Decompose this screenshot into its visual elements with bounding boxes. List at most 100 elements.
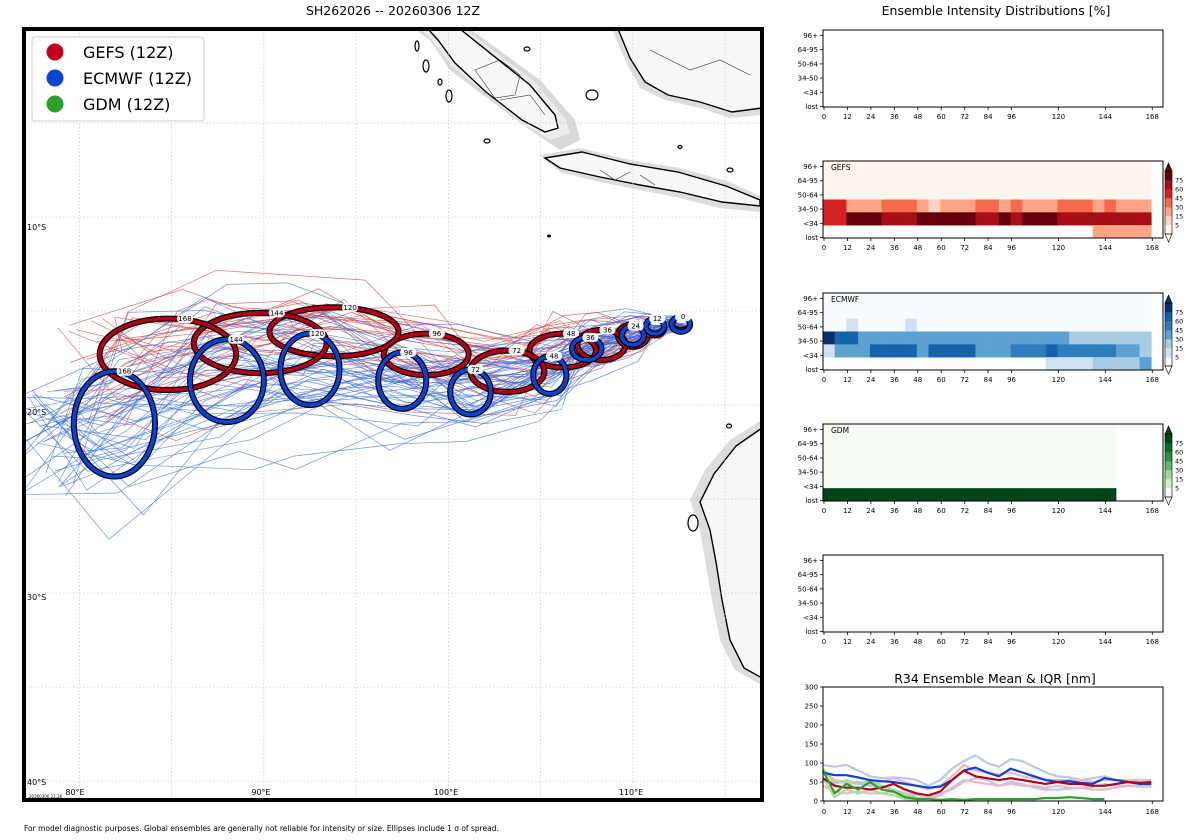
- colorbar-tick: 5: [1175, 222, 1179, 230]
- heatmap-cell: [1092, 199, 1105, 213]
- heatmap-x-tick: 120: [1052, 113, 1065, 121]
- heatmap-cell: [858, 161, 871, 175]
- sumatra-landmass: [415, 29, 580, 150]
- heatmap-cell: [1116, 225, 1129, 239]
- heatmap-x-tick: 48: [913, 244, 922, 252]
- heatmap-cell: [846, 424, 859, 438]
- heatmap-cell: [834, 318, 847, 332]
- heatmap-cell: [1045, 462, 1058, 476]
- heatmap-cell: [975, 424, 988, 438]
- heatmap-panel-empty-4: 96+ 64-95 50-64 34-50 <34 lost 0 12 24 36 48 60 72 84…: [798, 554, 1164, 646]
- heatmap-cell: [823, 186, 836, 200]
- heatmap-row-label: lost: [805, 103, 818, 111]
- heatmap-cell: [928, 475, 941, 489]
- heatmap-cell: [881, 331, 894, 345]
- heatmap-cell: [881, 293, 894, 307]
- heatmap-cell: [881, 449, 894, 463]
- ellipse-ecmwf-12h: 12: [642, 314, 668, 337]
- heatmap-row-label: <34: [803, 220, 818, 228]
- heatmap-cell: [987, 488, 1000, 502]
- heatmap-cell: [1069, 331, 1082, 345]
- heatmap-x-tick: 36: [890, 113, 899, 121]
- heatmap-cell: [1034, 475, 1047, 489]
- heatmap-row-label: 34-50: [798, 600, 818, 608]
- heatmap-cell: [916, 293, 929, 307]
- heatmap-cell: [1104, 186, 1117, 200]
- r34-line-gdm-mean: [822, 770, 1105, 801]
- heatmap-cell: [823, 424, 836, 438]
- heatmap-cell: [905, 475, 918, 489]
- ellipse-hour-label: 96: [432, 330, 441, 338]
- r34-x-tick: 24: [866, 808, 875, 816]
- heatmap-x-tick: 36: [890, 507, 899, 515]
- colorbar-tick: 5: [1175, 354, 1179, 362]
- heatmap-x-tick: 168: [1146, 638, 1159, 646]
- heatmap-cell: [1045, 344, 1058, 358]
- heatmap-cell: [1069, 449, 1082, 463]
- heatmap-cell: [1104, 293, 1117, 307]
- colorbar-bin: [1165, 216, 1172, 226]
- heatmap-cell: [881, 173, 894, 187]
- heatmap-cell: [1104, 488, 1117, 502]
- heatmap-cell: [881, 199, 894, 213]
- colorbar-bin: [1165, 225, 1172, 235]
- heatmap-cell: [1010, 305, 1023, 319]
- ellipse-gefs-120h: 120: [266, 302, 402, 360]
- heatmap-cell: [1116, 344, 1129, 358]
- heatmap-cell: [1139, 293, 1152, 307]
- heatmap-row-label: lost: [805, 234, 818, 242]
- heatmap-cell: [1080, 212, 1093, 226]
- map-background: [24, 29, 762, 800]
- heatmap-cell: [975, 318, 988, 332]
- heatmap-cell: [869, 293, 882, 307]
- ellipse-hour-label: 24: [631, 323, 640, 331]
- heatmap-panel-empty-0: 96+ 64-95 50-64 34-50 <34 lost 0 12 24 36 48 60 72 84…: [798, 29, 1164, 121]
- heatmap-cell: [951, 186, 964, 200]
- map-title: SH262026 -- 20260306 12Z: [306, 3, 480, 18]
- heatmap-cell: [1045, 449, 1058, 463]
- r34-x-tick: 96: [1007, 808, 1016, 816]
- heatmap-cell: [905, 199, 918, 213]
- heatmap-cell: [905, 293, 918, 307]
- heatmap-row-label: 34-50: [798, 206, 818, 214]
- lat-label-10s: 10°S: [27, 223, 46, 232]
- heatmap-cell: [1080, 357, 1093, 371]
- heatmap-row-label: 50-64: [798, 585, 819, 593]
- colorbar-tick: 30: [1175, 336, 1183, 344]
- heatmap-cell: [1092, 225, 1105, 239]
- heatmap-cell: [905, 331, 918, 345]
- heatmap-cell: [1080, 462, 1093, 476]
- heatmap-cell: [1104, 462, 1117, 476]
- heatmap-cell: [823, 318, 836, 332]
- r34-x-tick: 72: [960, 808, 969, 816]
- heatmap-cell: [951, 436, 964, 450]
- heatmap-cell: [975, 436, 988, 450]
- heatmap-cell: [834, 462, 847, 476]
- r34-x-tick: 144: [1099, 808, 1113, 816]
- heatmap-x-tick: 12: [843, 113, 852, 121]
- heatmap-cell: [1045, 293, 1058, 307]
- heatmap-cell: [1045, 305, 1058, 319]
- heatmap-cell: [1104, 475, 1117, 489]
- footer-note: For model diagnostic purposes. Global en…: [24, 824, 499, 833]
- heatmap-cell: [916, 488, 929, 502]
- heatmap-cell: [846, 305, 859, 319]
- heatmap-cell: [893, 424, 906, 438]
- heatmap-cell: [1104, 225, 1117, 239]
- heatmap-cell: [951, 293, 964, 307]
- heatmap-x-tick: 0: [822, 376, 826, 384]
- r34-line-gefs-lower: [822, 779, 1152, 801]
- heatmap-cell: [1092, 344, 1105, 358]
- heatmap-cell: [1116, 186, 1129, 200]
- heatmap-cell: [1127, 199, 1140, 213]
- heatmap-cell: [1092, 475, 1105, 489]
- heatmap-x-tick: 60: [937, 244, 946, 252]
- heatmap-cell: [858, 449, 871, 463]
- heatmap-cell: [928, 344, 941, 358]
- heatmap-cell: [1010, 424, 1023, 438]
- heatmap-cell: [1139, 318, 1152, 332]
- heatmap-cell: [963, 173, 976, 187]
- heatmap-cell: [998, 344, 1011, 358]
- australia-landmass: [690, 420, 762, 685]
- heatmap-cell: [1069, 475, 1082, 489]
